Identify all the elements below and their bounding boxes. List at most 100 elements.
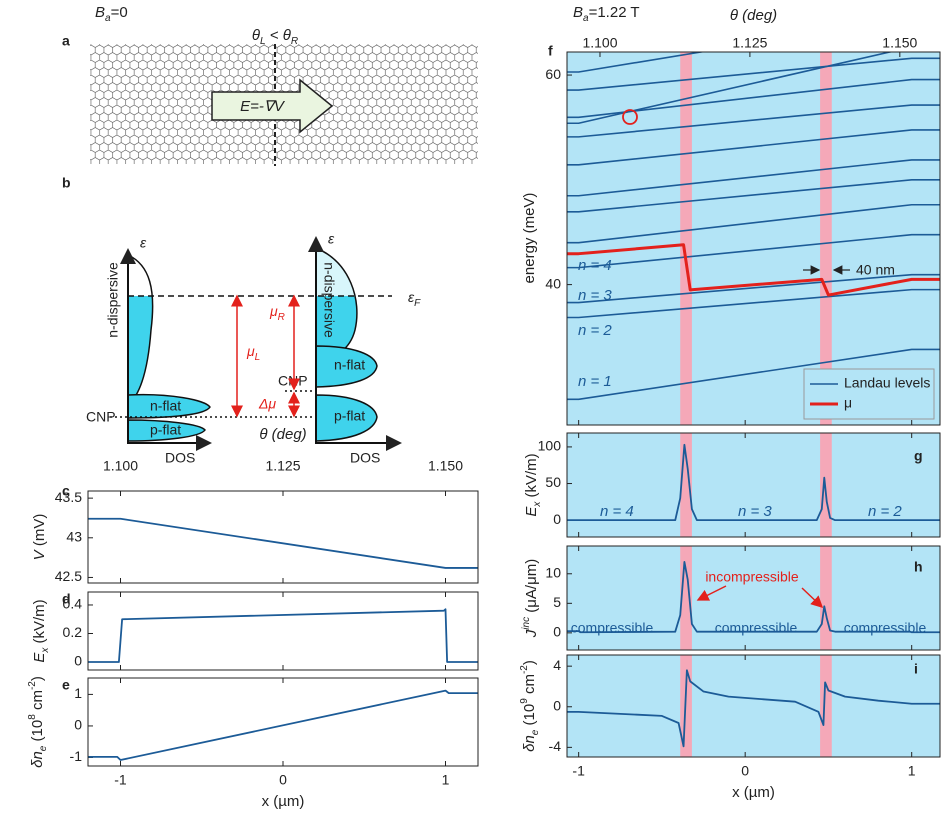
data-line	[567, 129, 940, 166]
annotation: n = 2	[868, 503, 902, 520]
text: B	[95, 4, 105, 21]
y-tick-label: 10	[545, 564, 561, 580]
x2-tick-label: 1.150	[428, 458, 463, 474]
text: 9	[519, 698, 530, 704]
x2-tick-label: 1.125	[732, 35, 767, 51]
band-label: p-flat	[334, 408, 365, 424]
data-line	[567, 243, 940, 297]
band-label: n-dispersive	[105, 262, 121, 338]
text: E	[31, 652, 48, 663]
data-line	[567, 561, 940, 634]
text: δn	[521, 735, 538, 752]
text: ε	[408, 289, 415, 305]
x-tick-label: 0	[741, 763, 749, 779]
plot-frame	[566, 432, 941, 538]
text: R	[291, 36, 298, 47]
text: (μA/μm)	[523, 559, 540, 617]
band	[820, 546, 832, 650]
annotations: n = 1 n = 2 n = 3 n = 4 40 nm n = 4 n = …	[571, 109, 927, 636]
legend-label: Landau levels	[844, 375, 930, 391]
x-tick-label: -1	[572, 763, 585, 779]
panel-label: i	[914, 661, 918, 677]
text: =0	[111, 4, 128, 21]
mu-label: μR	[269, 303, 285, 323]
x2-tick-label: 1.150	[882, 35, 917, 51]
panel-label: e	[62, 677, 70, 693]
text: inc	[521, 617, 532, 630]
y-tick-label: 0	[553, 697, 561, 713]
band	[820, 433, 832, 537]
band-label: n-dispersive	[321, 262, 337, 338]
text: a	[105, 13, 111, 24]
band	[680, 52, 692, 425]
charts: 42.5 43 43.5 1.100 1.125 1.150 θ (deg) c 0 0.2 0.4…	[55, 7, 941, 810]
annotation: n = 2	[578, 322, 612, 339]
data-line	[567, 78, 940, 119]
data-line	[567, 273, 940, 304]
data-line	[567, 52, 894, 125]
y-tick-label: 42.5	[55, 568, 82, 584]
dos-curve	[127, 254, 154, 406]
band-label: n-flat	[150, 398, 181, 414]
annotation: compressible	[715, 620, 798, 636]
y-tick-label: 43.5	[55, 489, 82, 505]
y-axis-label: Jinc (μA/μm)	[521, 559, 540, 638]
x-tick-label: 1	[908, 763, 916, 779]
annotation: n = 3	[578, 287, 612, 304]
dos-fill	[128, 296, 153, 405]
band	[680, 433, 692, 537]
annotation: compressible	[844, 620, 927, 636]
text: (kV/m)	[523, 453, 540, 501]
x-tick-label: 0	[279, 772, 287, 788]
dos-lobe	[315, 345, 378, 388]
y-axis-label: V (mV)	[31, 514, 48, 561]
panel-label: h	[914, 559, 923, 575]
plot-background	[88, 592, 478, 670]
y-tick-label: 4	[553, 657, 561, 673]
data-line	[567, 52, 706, 73]
y-tick-label: 60	[545, 66, 561, 82]
panel-label: g	[914, 448, 923, 464]
y-tick-label: 0	[553, 511, 561, 527]
text: cm	[521, 674, 538, 698]
band-label: n-flat	[334, 357, 365, 373]
y-tick-label: 0	[74, 717, 82, 733]
axis-label: DOS	[350, 450, 380, 466]
y-tick-label: 0.4	[63, 596, 83, 612]
y-tick-label: 100	[538, 438, 562, 454]
arrow	[696, 585, 727, 601]
plot-background	[567, 655, 940, 757]
annotation: n = 1	[578, 373, 612, 390]
y-tick-label: 5	[553, 594, 561, 610]
x2-axis-label: θ (deg)	[259, 426, 306, 443]
plot-frame	[566, 51, 941, 426]
data-line	[567, 288, 940, 319]
text: L	[255, 352, 261, 363]
y-tick-label: 0.2	[63, 624, 83, 640]
annotation: incompressible	[705, 569, 799, 585]
y-tick-label: -1	[70, 748, 83, 764]
panel-label: c	[62, 483, 70, 499]
band-label: p-flat	[150, 422, 181, 438]
data-line	[88, 689, 478, 761]
panel-label: f	[548, 43, 553, 59]
x-axis-label: x (µm)	[262, 793, 305, 810]
text: -2	[519, 665, 530, 674]
cnp-label: CNP	[86, 409, 116, 425]
dos-lobe	[127, 419, 206, 442]
x-tick-label: 1	[442, 772, 450, 788]
delta-mu-label: Δμ	[258, 396, 276, 412]
text: θ	[252, 27, 260, 44]
band	[680, 546, 692, 650]
text: F	[414, 298, 421, 309]
x-tick-label: -1	[114, 772, 127, 788]
y-axis-label: Ex (kV/m)	[31, 599, 51, 662]
y-tick-label: 40	[545, 275, 561, 291]
text: (kV/m)	[31, 599, 48, 647]
text: (mV)	[31, 514, 48, 551]
text: J	[523, 629, 540, 638]
text: )	[29, 676, 46, 681]
panel-label: b	[62, 175, 71, 191]
mu-label: μL	[246, 343, 260, 363]
